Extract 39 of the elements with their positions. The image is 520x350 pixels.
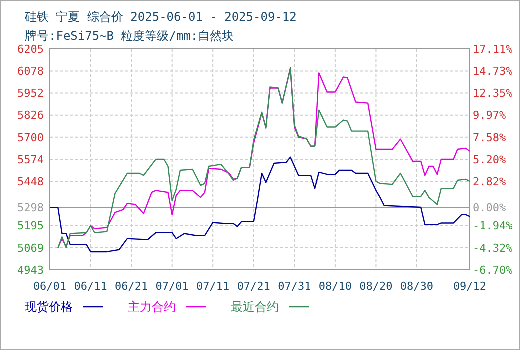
y2-tick-label: -4.32% (473, 242, 514, 255)
y2-tick-label: 14.73% (473, 64, 514, 78)
y-tick-label: 5574 (18, 153, 44, 166)
y-tick-label: 5298 (18, 202, 44, 215)
y2-tick-label: -6.70% (473, 264, 514, 277)
y-tick-label: 5448 (18, 175, 44, 188)
x-tick-label: 07/01 (156, 280, 189, 293)
y2-tick-label: 17.11% (473, 42, 514, 56)
x-tick-label: 08/20 (360, 280, 393, 293)
y2-tick-label: 2.82% (473, 175, 506, 188)
y2-tick-label: -1.94% (473, 220, 514, 233)
x-tick-label: 07/21 (237, 280, 270, 293)
legend-label: 最近合约 (231, 300, 279, 314)
legend-label: 现货价格 (25, 300, 73, 314)
y2-tick-label: 12.35% (473, 87, 514, 100)
y2-tick-label: 7.58% (473, 131, 506, 144)
y-tick-label: 5195 (18, 220, 44, 233)
x-tick-label: 08/10 (318, 280, 352, 293)
y-tick-label: 5069 (18, 242, 44, 255)
chart-title: 硅铁 宁夏 综合价 2025-06-01 - 2025-09-12 (24, 10, 297, 24)
y-tick-label: 6078 (18, 65, 44, 78)
y2-tick-label: 9.97% (473, 109, 506, 122)
y-tick-label: 5826 (18, 109, 44, 122)
y-tick-label: 4943 (18, 264, 44, 277)
legend-label: 主力合约 (128, 300, 176, 314)
x-tick-label: 09/12 (453, 280, 487, 293)
x-tick-label: 06/11 (74, 280, 108, 293)
x-tick-label: 07/11 (196, 280, 230, 293)
y2-tick-label: 0.00% (473, 202, 506, 215)
x-tick-label: 08/30 (400, 280, 434, 293)
line-series (49, 156, 471, 253)
x-tick-label: 06/01 (33, 280, 67, 293)
y-tick-label: 5952 (18, 87, 44, 100)
x-tick-label: 06/21 (114, 280, 148, 293)
y2-tick-label: 5.20% (473, 153, 506, 166)
x-tick-label: 07/31 (278, 280, 312, 293)
y-tick-label: 6205 (18, 42, 44, 56)
y-tick-label: 5700 (18, 131, 44, 144)
chart-subtitle: 牌号:FeSi75~B 粒度等级/mm:自然块 (25, 29, 234, 43)
